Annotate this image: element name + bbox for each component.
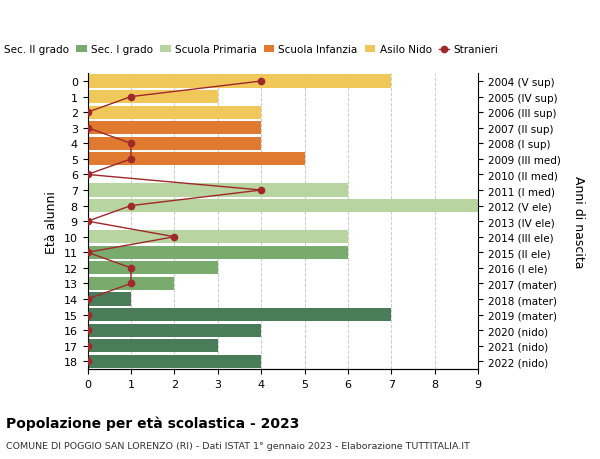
Bar bbox=[88, 277, 175, 291]
Bar bbox=[88, 122, 261, 135]
Bar bbox=[88, 106, 261, 119]
Bar bbox=[88, 137, 261, 151]
Bar bbox=[88, 324, 261, 337]
Bar bbox=[88, 293, 131, 306]
Bar bbox=[88, 184, 348, 197]
Y-axis label: Anni di nascita: Anni di nascita bbox=[572, 175, 585, 268]
Bar bbox=[88, 246, 348, 259]
Bar bbox=[88, 153, 305, 166]
Bar bbox=[88, 75, 391, 89]
Text: COMUNE DI POGGIO SAN LORENZO (RI) - Dati ISTAT 1° gennaio 2023 - Elaborazione TU: COMUNE DI POGGIO SAN LORENZO (RI) - Dati… bbox=[6, 441, 470, 450]
Bar bbox=[88, 230, 348, 244]
Bar bbox=[88, 355, 261, 368]
Legend: Sec. II grado, Sec. I grado, Scuola Primaria, Scuola Infanzia, Asilo Nido, Stran: Sec. II grado, Sec. I grado, Scuola Prim… bbox=[0, 41, 502, 59]
Text: Popolazione per età scolastica - 2023: Popolazione per età scolastica - 2023 bbox=[6, 415, 299, 430]
Bar bbox=[88, 308, 391, 321]
Bar bbox=[88, 91, 218, 104]
Bar bbox=[88, 262, 218, 275]
Y-axis label: Età alunni: Età alunni bbox=[45, 190, 58, 253]
Bar bbox=[88, 339, 218, 353]
Bar bbox=[88, 200, 478, 213]
